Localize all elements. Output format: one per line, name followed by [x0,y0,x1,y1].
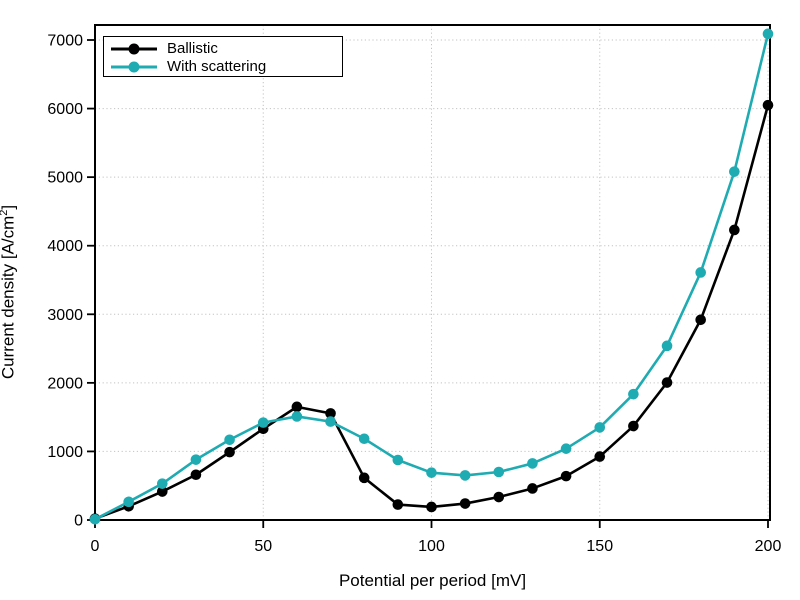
data-point-with-scattering-x50 [257,417,269,428]
data-point-with-scattering-x80 [358,433,370,445]
data-point-with-scattering-x130 [527,458,538,469]
y-tick-label-2000: 2000 [47,375,83,392]
data-point-with-scattering-x30 [190,454,202,465]
data-point-with-scattering-x70 [325,416,336,427]
data-point-ballistic-x60 [291,401,303,413]
data-point-with-scattering-x170 [661,340,673,352]
data-point-with-scattering-x160 [628,388,639,400]
data-point-ballistic-x110 [459,498,471,509]
data-point-ballistic-x100 [426,501,437,513]
data-point-with-scattering-x90 [392,454,404,466]
data-point-with-scattering-x0 [89,514,101,525]
data-point-with-scattering-x40 [224,434,235,446]
data-point-ballistic-x20 [157,486,168,497]
scattering-line-marker-icon [111,61,157,73]
data-point-ballistic-x140 [560,470,572,482]
data-point-ballistic-x70 [325,408,336,419]
x-tick-label-200: 200 [755,538,782,555]
data-point-ballistic-x130 [527,483,538,494]
x-tick-label-0: 0 [91,538,100,555]
data-point-ballistic-x80 [358,472,370,484]
data-point-ballistic-x120 [493,491,505,503]
y-tick-label-0: 0 [74,513,83,530]
data-point-ballistic-x40 [224,446,235,458]
y-tick-label-4000: 4000 [47,238,83,255]
data-point-with-scattering-x190 [729,166,740,177]
x-tick-label-100: 100 [418,538,445,555]
ylabel-superscript: 2 [0,210,10,216]
data-point-ballistic-x200 [762,99,774,111]
data-point-with-scattering-x180 [695,267,706,278]
x-axis-title: Potential per period [mV] [338,571,527,590]
data-point-with-scattering-x60 [291,411,303,422]
data-point-with-scattering-x110 [459,470,471,481]
y-tick-label-3000: 3000 [47,307,83,324]
legend-marker-sample [128,61,140,73]
legend-marker-sample [128,43,140,55]
data-point-ballistic-x170 [661,377,673,388]
data-point-with-scattering-x150 [594,422,606,433]
data-point-ballistic-x30 [190,469,202,481]
x-tick-label-50: 50 [254,538,272,555]
legend-item-ballistic: Ballistic [110,40,342,58]
data-point-ballistic-x150 [594,451,606,462]
y-tick-label-1000: 1000 [47,444,83,461]
data-point-ballistic-x160 [628,420,639,432]
y-tick-label-6000: 6000 [47,101,83,118]
legend-item-with-scattering: With scattering [110,58,342,76]
data-point-with-scattering-x200 [762,28,774,40]
data-point-ballistic-x190 [729,224,740,236]
legend: Ballistic With scattering [103,36,343,77]
y-tick-label-5000: 5000 [47,170,83,187]
legend-label-with-scattering: With scattering [167,58,267,75]
data-point-with-scattering-x120 [493,466,505,478]
data-point-ballistic-x90 [392,499,404,510]
x-tick-label-150: 150 [586,538,613,555]
data-point-with-scattering-x20 [157,478,168,489]
ballistic-line-marker-icon [111,43,157,55]
data-point-with-scattering-x100 [426,467,437,478]
plot-border [94,24,771,521]
data-point-with-scattering-x140 [560,443,572,454]
data-point-ballistic-x180 [695,314,706,326]
legend-label-ballistic: Ballistic [167,40,218,57]
data-point-with-scattering-x10 [123,496,134,508]
y-axis-title: Current density [A/cm2] [0,204,18,380]
y-tick-label-7000: 7000 [47,33,83,50]
